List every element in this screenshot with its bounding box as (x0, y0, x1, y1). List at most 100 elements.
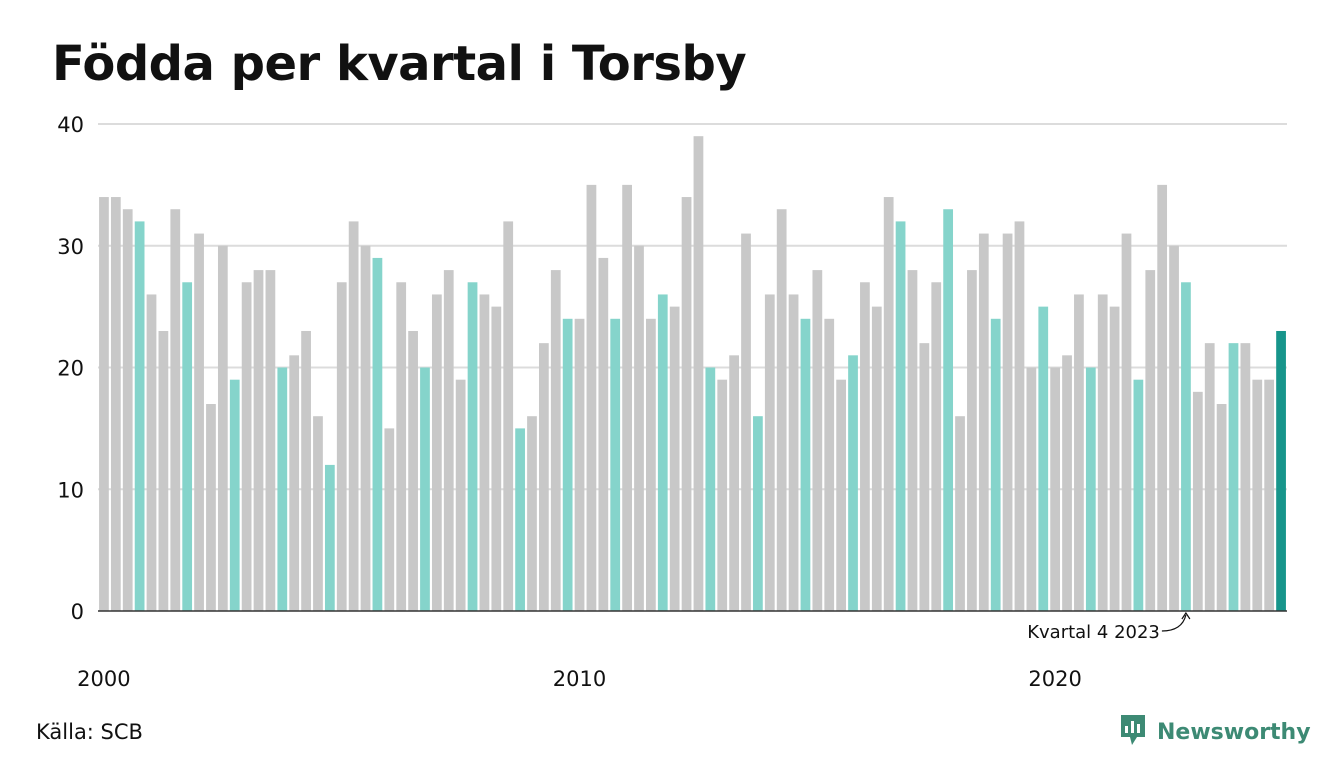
bar-2001-q1 (146, 294, 157, 611)
bar-2016-q3 (883, 197, 894, 612)
bar-2017-q1 (907, 270, 918, 611)
bar-2018-q4 (990, 318, 1001, 611)
brand-logo[interactable]: Newsworthy (1118, 714, 1311, 750)
gridlines (98, 123, 1287, 491)
x-tick-label: 2020 (1028, 667, 1081, 691)
newsworthy-logo-icon (1118, 712, 1148, 752)
bar-2021-q2 (1109, 306, 1120, 612)
bar-2007-q3 (455, 379, 466, 611)
bar-2010-q4 (610, 318, 621, 611)
bar-2024-q2 (1252, 379, 1263, 611)
bar-2005-q3 (360, 245, 371, 611)
annotation-arrowhead (1181, 611, 1191, 620)
x-tick-label: 2010 (553, 667, 606, 691)
bar-2023-q3 (1216, 404, 1227, 611)
source-note: Källa: SCB (36, 720, 143, 744)
bar-2004-q2 (301, 330, 311, 611)
bar-2006-q4 (420, 367, 430, 611)
bar-2014-q3 (788, 294, 799, 611)
brand-name: Newsworthy (1157, 719, 1311, 745)
x-tick-label: 2000 (77, 667, 130, 691)
bar-2018-q3 (978, 233, 989, 611)
bar-2018-q2 (967, 270, 977, 611)
y-axis-labels: 0 10 20 30 40 (57, 113, 84, 624)
bar-2006-q3 (408, 330, 418, 611)
annotation: Kvartal 4 2023 (1027, 611, 1191, 643)
bar-2000-q2 (110, 197, 121, 612)
bar-2018-q1 (955, 416, 965, 611)
bar-2023-q1 (1192, 391, 1203, 611)
bar-2007-q4 (467, 282, 478, 611)
bar-2006-q2 (396, 282, 407, 611)
bar-2009-q3 (550, 270, 561, 611)
bar-2001-q4 (182, 282, 193, 611)
bar-chart: 0 10 20 30 40 2000 2010 2020 Kvartal 4 2023 (57, 113, 1287, 691)
bar-2002-q4 (229, 379, 240, 611)
bar-2007-q2 (443, 270, 454, 611)
chart-title: Födda per kvartal i Torsby (52, 36, 747, 92)
bar-2024-q1 (1240, 343, 1251, 611)
y-tick-label: 20 (57, 357, 84, 381)
bars (99, 136, 1286, 612)
bar-2003-q4 (277, 367, 288, 611)
bar-2022-q3 (1169, 245, 1179, 611)
y-tick-label: 30 (57, 235, 84, 259)
bar-2005-q4 (372, 257, 383, 611)
bar-2013-q4 (753, 416, 763, 611)
annotation-arrow (1161, 614, 1187, 632)
bar-2003-q2 (253, 270, 264, 611)
bar-2019-q4 (1038, 306, 1049, 612)
bar-2013-q3 (741, 233, 751, 611)
bar-2017-q3 (931, 282, 942, 611)
bar-2024-q4 (1276, 330, 1286, 611)
bar-2008-q3 (503, 221, 514, 611)
bar-2000-q1 (99, 197, 109, 612)
bar-2024-q3 (1264, 379, 1275, 611)
bar-2020-q3 (1074, 294, 1084, 611)
bar-2019-q3 (1026, 367, 1037, 611)
bar-2012-q1 (669, 306, 680, 612)
bar-2001-q3 (170, 209, 181, 612)
bar-2011-q1 (622, 184, 632, 612)
bar-2021-q3 (1121, 233, 1132, 611)
bar-2014-q2 (776, 209, 787, 612)
bar-2012-q4 (705, 367, 716, 611)
bar-2002-q2 (206, 404, 216, 611)
bar-2008-q1 (479, 294, 490, 611)
bar-2005-q1 (336, 282, 347, 611)
bar-2008-q4 (515, 428, 525, 612)
bar-2023-q2 (1204, 343, 1215, 611)
bar-2014-q1 (764, 294, 775, 611)
bar-2006-q1 (384, 428, 395, 612)
bar-2017-q4 (943, 209, 954, 612)
bar-2020-q1 (1050, 367, 1061, 611)
bar-2016-q2 (871, 306, 882, 612)
bar-2015-q2 (824, 318, 835, 611)
bar-2023-q4 (1228, 343, 1239, 611)
bar-2004-q4 (324, 464, 335, 611)
bar-2003-q1 (241, 282, 252, 611)
bar-2011-q3 (646, 318, 656, 611)
bar-2013-q2 (729, 355, 739, 611)
bar-2022-q4 (1181, 282, 1191, 611)
bar-2019-q1 (1002, 233, 1013, 611)
bar-2012-q2 (681, 197, 692, 612)
bar-2014-q4 (800, 318, 811, 611)
bar-2001-q2 (158, 330, 169, 611)
bar-2009-q4 (562, 318, 573, 611)
bar-2000-q3 (122, 209, 133, 612)
bar-2002-q3 (217, 245, 228, 611)
bar-2011-q2 (634, 245, 644, 611)
bar-2015-q4 (848, 355, 858, 611)
bar-2010-q3 (598, 257, 609, 611)
bar-2000-q4 (134, 221, 145, 611)
bar-2021-q4 (1133, 379, 1144, 611)
bar-2007-q1 (431, 294, 442, 611)
bar-2022-q1 (1145, 270, 1156, 611)
annotation-label: Kvartal 4 2023 (1027, 622, 1160, 643)
bar-2003-q3 (265, 270, 276, 611)
bar-2012-q3 (693, 136, 704, 611)
bar-2005-q2 (348, 221, 359, 611)
bar-2020-q2 (1062, 355, 1072, 611)
bar-2019-q2 (1014, 221, 1025, 611)
